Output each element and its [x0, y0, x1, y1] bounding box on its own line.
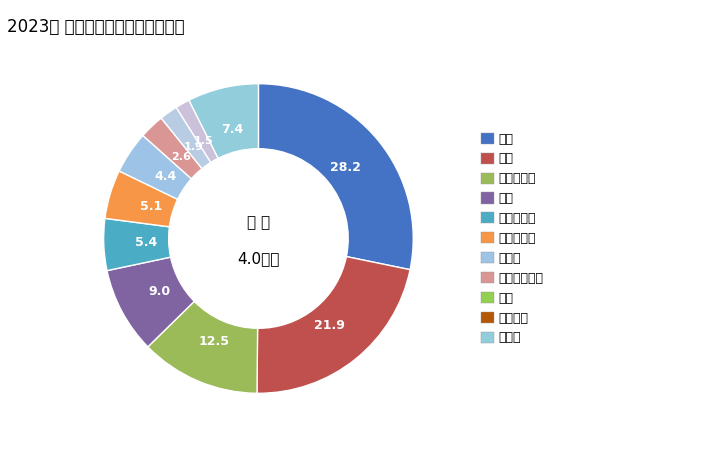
Text: 9.0: 9.0	[149, 285, 170, 298]
Text: 2.6: 2.6	[171, 152, 191, 162]
Wedge shape	[143, 118, 202, 179]
Wedge shape	[103, 218, 170, 270]
Text: 1.9: 1.9	[183, 142, 203, 152]
Text: 5.4: 5.4	[135, 236, 157, 249]
Text: 7.4: 7.4	[221, 123, 244, 136]
Legend: 中国, 韓国, デンマーク, 米国, マレーシア, スリランカ, ドイツ, インドネシア, 台湾, ブラジル, その他: 中国, 韓国, デンマーク, 米国, マレーシア, スリランカ, ドイツ, イン…	[478, 129, 547, 348]
Text: 12.5: 12.5	[199, 335, 230, 348]
Wedge shape	[189, 84, 258, 158]
Text: 総 額: 総 額	[247, 216, 270, 230]
Text: 21.9: 21.9	[314, 320, 344, 332]
Text: 1.5: 1.5	[194, 136, 213, 146]
Wedge shape	[161, 108, 211, 169]
Text: 5.1: 5.1	[140, 200, 162, 213]
Wedge shape	[258, 84, 414, 270]
Text: 2023年 輸出相手国のシェア（％）: 2023年 輸出相手国のシェア（％）	[7, 18, 185, 36]
Wedge shape	[148, 302, 258, 393]
Text: 28.2: 28.2	[330, 161, 361, 174]
Text: 4.0億円: 4.0億円	[237, 251, 280, 266]
Wedge shape	[119, 135, 191, 199]
Wedge shape	[257, 256, 410, 393]
Text: 4.4: 4.4	[154, 170, 176, 183]
Wedge shape	[176, 100, 218, 162]
Wedge shape	[107, 257, 194, 347]
Wedge shape	[105, 171, 178, 227]
